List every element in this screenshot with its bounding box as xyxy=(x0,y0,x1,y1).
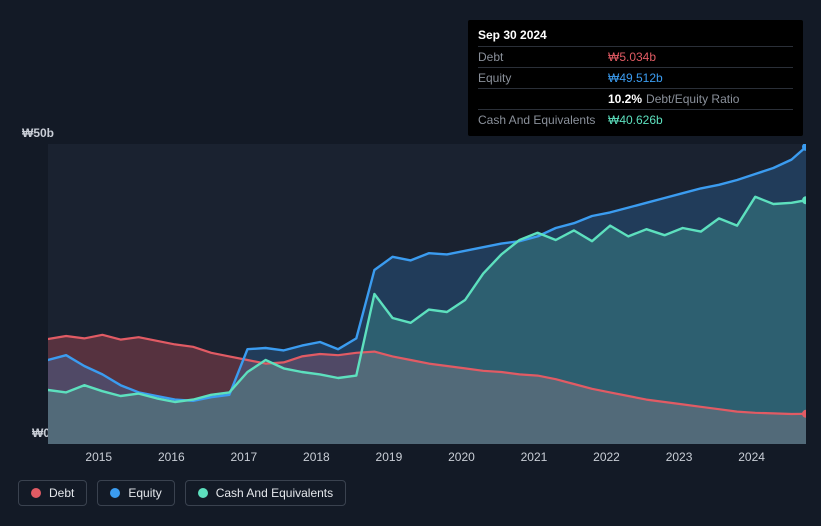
tooltip-row: Debt₩5.034b xyxy=(478,46,793,67)
legend-swatch xyxy=(198,488,208,498)
legend-item-equity[interactable]: Equity xyxy=(97,480,174,506)
x-axis-tick: 2020 xyxy=(448,450,475,464)
x-axis-tick: 2018 xyxy=(303,450,330,464)
series-area-cash xyxy=(48,197,806,444)
x-axis-tick: 2022 xyxy=(593,450,620,464)
x-axis-tick: 2021 xyxy=(521,450,548,464)
tooltip-row-value: ₩5.034b xyxy=(608,48,656,66)
legend-label: Equity xyxy=(128,486,161,500)
legend-swatch xyxy=(110,488,120,498)
x-axis-tick: 2024 xyxy=(738,450,765,464)
x-axis-tick: 2017 xyxy=(230,450,257,464)
y-axis-max-label: ₩50b xyxy=(22,126,54,140)
legend-label: Debt xyxy=(49,486,74,500)
x-axis-tick: 2023 xyxy=(666,450,693,464)
tooltip-ratio: 10.2%Debt/Equity Ratio xyxy=(608,90,739,108)
legend: Debt Equity Cash And Equivalents xyxy=(18,480,346,506)
x-axis-tick: 2015 xyxy=(85,450,112,464)
tooltip-row-value: ₩49.512b xyxy=(608,69,663,87)
tooltip-row-label xyxy=(478,90,608,108)
tooltip-row: 10.2%Debt/Equity Ratio xyxy=(478,88,793,109)
x-axis-tick: 2019 xyxy=(376,450,403,464)
x-axis: 2015 2016 2017 2018 2019 2020 2021 2022 2023 2024 xyxy=(48,448,806,468)
tooltip-row-label: Equity xyxy=(478,69,608,87)
legend-swatch xyxy=(31,488,41,498)
legend-label: Cash And Equivalents xyxy=(216,486,333,500)
tooltip-row: Cash And Equivalents₩40.626b xyxy=(478,109,793,130)
x-axis-tick: 2016 xyxy=(158,450,185,464)
tooltip-row: Equity₩49.512b xyxy=(478,67,793,88)
tooltip-date: Sep 30 2024 xyxy=(478,26,793,46)
chart-tooltip: Sep 30 2024 Debt₩5.034bEquity₩49.512b10.… xyxy=(468,20,803,136)
legend-item-debt[interactable]: Debt xyxy=(18,480,87,506)
tooltip-row-label: Cash And Equivalents xyxy=(478,111,608,129)
tooltip-row-value: ₩40.626b xyxy=(608,111,663,129)
plot-area[interactable] xyxy=(48,144,806,444)
legend-item-cash-and-equivalents[interactable]: Cash And Equivalents xyxy=(185,480,346,506)
tooltip-row-label: Debt xyxy=(478,48,608,66)
